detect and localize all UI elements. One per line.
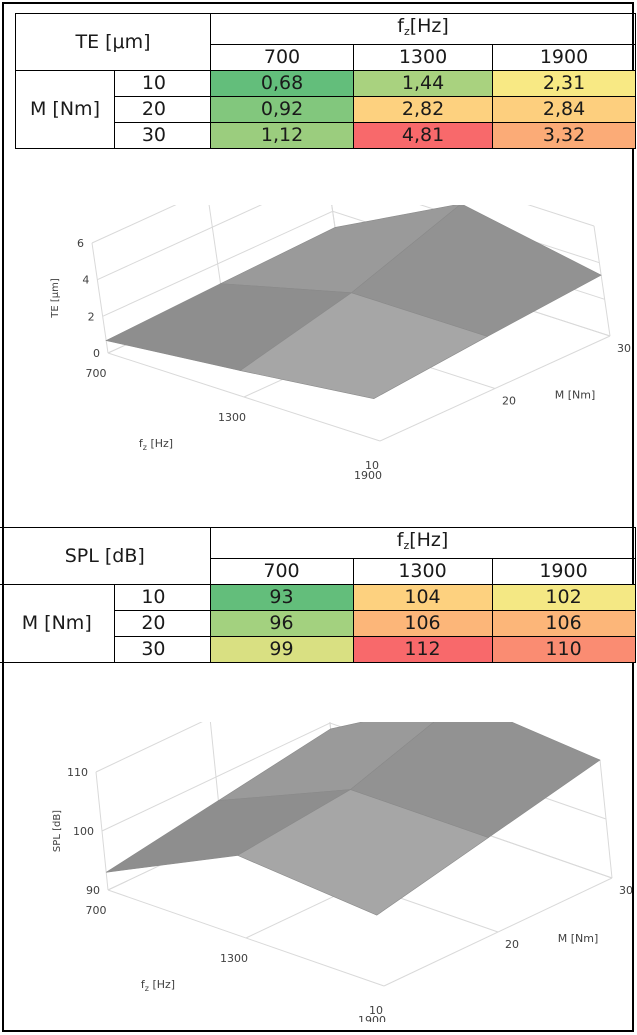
gridline xyxy=(593,225,611,337)
table-cell: 1,12 xyxy=(210,122,355,149)
x-tick-label: 1300 xyxy=(220,952,248,965)
freq-value: 1900 xyxy=(491,558,636,585)
table-cell: 112 xyxy=(352,636,493,663)
y-tick-label: 20 xyxy=(502,395,516,408)
z-tick-label: 110 xyxy=(67,766,88,779)
torque-value: 20 xyxy=(113,96,212,123)
z-axis-title: TE [μm] xyxy=(50,278,61,319)
gridline xyxy=(91,242,109,354)
table-row: M [Nm] 10 93 104 102 xyxy=(0,584,636,663)
table-cell: 93 xyxy=(209,584,354,611)
gridline xyxy=(599,759,613,879)
torque-value: 20 xyxy=(113,610,211,637)
frequency-header-main: f xyxy=(397,15,404,37)
frequency-header: fz[Hz] xyxy=(210,13,637,45)
table-cell: 106 xyxy=(352,610,493,637)
table-cell: 0,68 xyxy=(210,70,355,97)
table-cell: 2,31 xyxy=(492,70,637,97)
frequency-header-sub: z xyxy=(403,539,410,552)
metric-label: SPL [dB] xyxy=(0,527,211,585)
floor-gridline xyxy=(107,889,385,987)
torque-value: 10 xyxy=(113,584,211,611)
table-cell: 1,44 xyxy=(353,70,494,97)
row-header: M [Nm] xyxy=(15,70,115,149)
z-tick-label: 0 xyxy=(93,347,100,360)
frequency-header-unit: [Hz] xyxy=(409,529,449,551)
y-tick-label: 20 xyxy=(505,938,519,951)
x-tick-label: 1300 xyxy=(218,411,246,424)
table-cell: 3,32 xyxy=(492,122,637,149)
spl-heatmap-table: SPL [dB] fz[Hz] 700 1300 1900 M [Nm] 10 … xyxy=(0,527,636,663)
torque-value: 10 xyxy=(113,70,212,97)
table-cell: 96 xyxy=(209,610,354,637)
te-heatmap-table: TE [μm] fz[Hz] 700 1300 1900 M [Nm] 10 0… xyxy=(14,13,637,149)
x-tick-label: 700 xyxy=(86,904,107,917)
gridline xyxy=(208,205,224,301)
gridline xyxy=(95,771,109,891)
torque-value: 30 xyxy=(113,636,211,663)
y-tick-label: 30 xyxy=(617,342,631,355)
frequency-header-sub: z xyxy=(403,25,410,38)
frequency-header: fz[Hz] xyxy=(209,527,636,559)
z-tick-label: 100 xyxy=(73,825,94,838)
freq-value: 1300 xyxy=(353,44,494,71)
row-header: M [Nm] xyxy=(0,584,115,663)
table-cell: 2,82 xyxy=(353,96,494,123)
z-tick-label: 2 xyxy=(88,310,95,323)
x-tick-label: 1900 xyxy=(354,469,382,482)
table-header-row: SPL [dB] fz[Hz] xyxy=(0,527,636,585)
table-row: M [Nm] 10 0,68 1,44 2,31 xyxy=(15,70,637,149)
table-cell: 106 xyxy=(491,610,636,637)
table-cell: 102 xyxy=(491,584,636,611)
gridline xyxy=(91,205,595,244)
freq-value: 1900 xyxy=(492,44,637,71)
x-tick-label: 700 xyxy=(86,367,107,380)
table-cell: 104 xyxy=(352,584,493,611)
table-cell: 110 xyxy=(491,636,636,663)
metric-label: TE [μm] xyxy=(14,13,212,71)
table-cell: 2,84 xyxy=(492,96,637,123)
table-row: 30 1,12 4,81 3,32 xyxy=(16,122,637,149)
table-freq-row: 700 1300 1900 xyxy=(0,558,636,585)
table-cell: 0,92 xyxy=(210,96,355,123)
z-tick-label: 6 xyxy=(77,237,84,250)
torque-value: 30 xyxy=(113,122,212,149)
freq-value: 700 xyxy=(210,44,355,71)
y-tick-label: 10 xyxy=(369,1004,383,1017)
freq-value: 700 xyxy=(209,558,354,585)
frequency-header-unit: [Hz] xyxy=(409,15,449,37)
y-tick-label: 10 xyxy=(365,459,379,472)
table-row: 20 0,92 2,82 2,84 xyxy=(16,96,637,123)
table-cell: 99 xyxy=(209,636,354,663)
y-axis-title: M [Nm] xyxy=(555,389,596,402)
table-row: 30 99 112 110 xyxy=(0,636,636,663)
table-cell: 4,81 xyxy=(353,122,494,149)
frequency-header-main: f xyxy=(396,529,404,551)
y-tick-label: 30 xyxy=(619,884,632,897)
freq-value: 1300 xyxy=(352,558,493,585)
table-header-row: TE [μm] fz[Hz] xyxy=(14,13,637,71)
z-tick-label: 4 xyxy=(82,274,89,287)
x-axis-title: fz [Hz] xyxy=(141,978,175,993)
z-axis-title: SPL [dB] xyxy=(52,810,63,852)
x-axis-title: fz [Hz] xyxy=(139,437,173,452)
surface-patch xyxy=(236,789,490,916)
surface-patch xyxy=(239,292,489,399)
floor-gridline xyxy=(107,352,381,442)
x-tick-label: 1900 xyxy=(358,1014,386,1022)
y-axis-title: M [Nm] xyxy=(558,932,599,945)
z-tick-label: 90 xyxy=(86,884,100,897)
